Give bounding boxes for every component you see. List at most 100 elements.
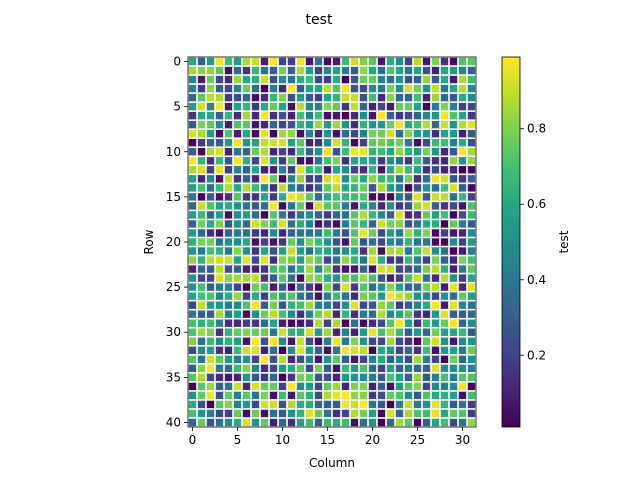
heatmap-cell bbox=[458, 184, 467, 192]
heatmap-cell bbox=[377, 337, 386, 345]
heatmap-cell bbox=[431, 310, 440, 318]
heatmap-cell bbox=[305, 364, 314, 373]
heatmap-cell bbox=[341, 238, 350, 246]
heatmap-cell bbox=[395, 409, 404, 418]
y-tick-label: 5 bbox=[173, 100, 181, 114]
heatmap-cell bbox=[188, 337, 197, 345]
heatmap-cell bbox=[188, 102, 197, 111]
heatmap-cell bbox=[332, 346, 341, 354]
heatmap-cell bbox=[269, 364, 278, 373]
heatmap-cell bbox=[377, 102, 386, 111]
heatmap-cell bbox=[386, 148, 395, 156]
heatmap-cell bbox=[287, 391, 296, 400]
heatmap-cell bbox=[386, 301, 395, 309]
heatmap-cell bbox=[278, 337, 287, 345]
heatmap-cell bbox=[350, 346, 359, 354]
heatmap-cell bbox=[278, 319, 287, 327]
heatmap-cell bbox=[395, 355, 404, 364]
heatmap-cell bbox=[386, 93, 395, 102]
heatmap-cell bbox=[413, 184, 422, 192]
heatmap-cell bbox=[368, 120, 377, 129]
heatmap-cell bbox=[350, 238, 359, 246]
y-tick-label: 20 bbox=[166, 235, 181, 249]
heatmap-cell bbox=[215, 157, 224, 165]
heatmap-cell bbox=[368, 148, 377, 156]
heatmap-cell bbox=[386, 175, 395, 183]
heatmap-cell bbox=[296, 102, 305, 111]
heatmap-cell bbox=[296, 319, 305, 327]
heatmap-cell bbox=[296, 211, 305, 219]
heatmap-cell bbox=[260, 211, 269, 219]
heatmap-cell bbox=[206, 93, 215, 102]
heatmap-cell bbox=[215, 139, 224, 147]
heatmap-cell bbox=[350, 256, 359, 264]
heatmap-cell bbox=[260, 66, 269, 75]
heatmap-cell bbox=[314, 292, 323, 300]
heatmap-cell bbox=[386, 400, 395, 409]
heatmap-cell bbox=[458, 211, 467, 219]
heatmap-cell bbox=[206, 337, 215, 345]
heatmap-cell bbox=[314, 220, 323, 228]
heatmap-cell bbox=[332, 373, 341, 382]
heatmap-cell bbox=[287, 256, 296, 264]
heatmap-cell bbox=[458, 292, 467, 300]
heatmap-cell bbox=[188, 57, 197, 66]
y-tick-label: 15 bbox=[166, 190, 181, 204]
heatmap-cell bbox=[386, 256, 395, 264]
heatmap-cell bbox=[395, 265, 404, 273]
heatmap-cell bbox=[350, 319, 359, 327]
heatmap-cell bbox=[287, 319, 296, 327]
heatmap-cell bbox=[251, 373, 260, 382]
heatmap-cell bbox=[440, 328, 449, 336]
heatmap-cell bbox=[224, 355, 233, 364]
heatmap-cell bbox=[305, 130, 314, 138]
heatmap-cell bbox=[467, 292, 476, 300]
heatmap-cell bbox=[377, 130, 386, 138]
heatmap-cell bbox=[341, 274, 350, 282]
heatmap-cell bbox=[206, 184, 215, 192]
heatmap-cell bbox=[413, 93, 422, 102]
heatmap-cell bbox=[458, 355, 467, 364]
heatmap-cell bbox=[233, 391, 242, 400]
heatmap-cell bbox=[197, 310, 206, 318]
heatmap-cell bbox=[458, 400, 467, 409]
heatmap-cell bbox=[206, 102, 215, 111]
heatmap-cell bbox=[341, 120, 350, 129]
heatmap-cell bbox=[296, 193, 305, 201]
heatmap-cell bbox=[467, 166, 476, 174]
heatmap-cell bbox=[440, 247, 449, 255]
heatmap-cell bbox=[332, 409, 341, 418]
heatmap-cell bbox=[440, 220, 449, 228]
heatmap-cell bbox=[296, 238, 305, 246]
heatmap-cell bbox=[422, 102, 431, 111]
heatmap-cell bbox=[368, 57, 377, 66]
y-axis-label: Row bbox=[142, 229, 156, 254]
heatmap-cell bbox=[215, 364, 224, 373]
heatmap-cell bbox=[260, 139, 269, 147]
heatmap-cell bbox=[332, 283, 341, 291]
heatmap-cell bbox=[188, 120, 197, 129]
heatmap-cell bbox=[278, 211, 287, 219]
heatmap-cell bbox=[368, 84, 377, 93]
heatmap-cell bbox=[413, 102, 422, 111]
heatmap-cell bbox=[242, 400, 251, 409]
heatmap-cell bbox=[386, 75, 395, 84]
heatmap-cell bbox=[422, 220, 431, 228]
heatmap-cell bbox=[332, 148, 341, 156]
colorbar-tick-label: 0.8 bbox=[527, 122, 546, 136]
heatmap-cell bbox=[458, 57, 467, 66]
heatmap-cell bbox=[242, 337, 251, 345]
heatmap-cell bbox=[206, 166, 215, 174]
heatmap-cell bbox=[458, 382, 467, 391]
heatmap-cell bbox=[377, 310, 386, 318]
heatmap-cell bbox=[449, 283, 458, 291]
heatmap-cell bbox=[323, 175, 332, 183]
heatmap-cell bbox=[377, 111, 386, 120]
heatmap-cell bbox=[305, 328, 314, 336]
heatmap-cell bbox=[215, 111, 224, 120]
heatmap-cell bbox=[233, 148, 242, 156]
heatmap-cell bbox=[341, 418, 350, 427]
heatmap-cell bbox=[287, 409, 296, 418]
heatmap-cell bbox=[251, 130, 260, 138]
heatmap-cell bbox=[440, 211, 449, 219]
